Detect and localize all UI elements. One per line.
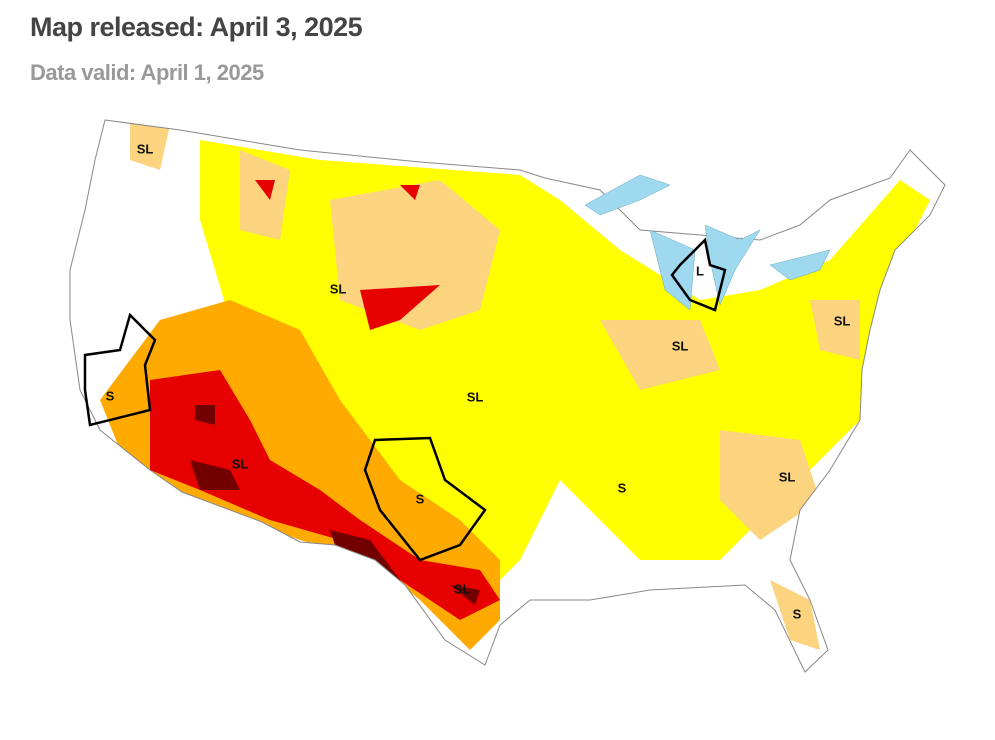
impact-label: L: [696, 263, 704, 278]
impact-label: SL: [779, 469, 796, 484]
impact-label: SL: [232, 456, 249, 471]
impact-label: SL: [672, 338, 689, 353]
map-subtitle: Data valid: April 1, 2025: [30, 60, 264, 85]
impact-label: S: [793, 606, 802, 621]
us-outline: [69, 119, 946, 673]
d3-extreme: [150, 180, 500, 620]
drought-layers: [70, 120, 945, 672]
map-title: Map released: April 3, 2025: [30, 12, 363, 42]
impact-label: SL: [137, 141, 154, 156]
impact-label: SL: [454, 581, 471, 596]
impact-label: SL: [467, 389, 484, 404]
impact-boundaries: [83, 237, 727, 562]
d1-moderate: [130, 120, 860, 650]
great-lakes: [584, 174, 831, 311]
impact-label: SL: [834, 313, 851, 328]
impact-label: SL: [330, 281, 347, 296]
impact-label: S: [106, 388, 115, 403]
impact-label: S: [416, 491, 425, 506]
impact-label: S: [618, 480, 627, 495]
